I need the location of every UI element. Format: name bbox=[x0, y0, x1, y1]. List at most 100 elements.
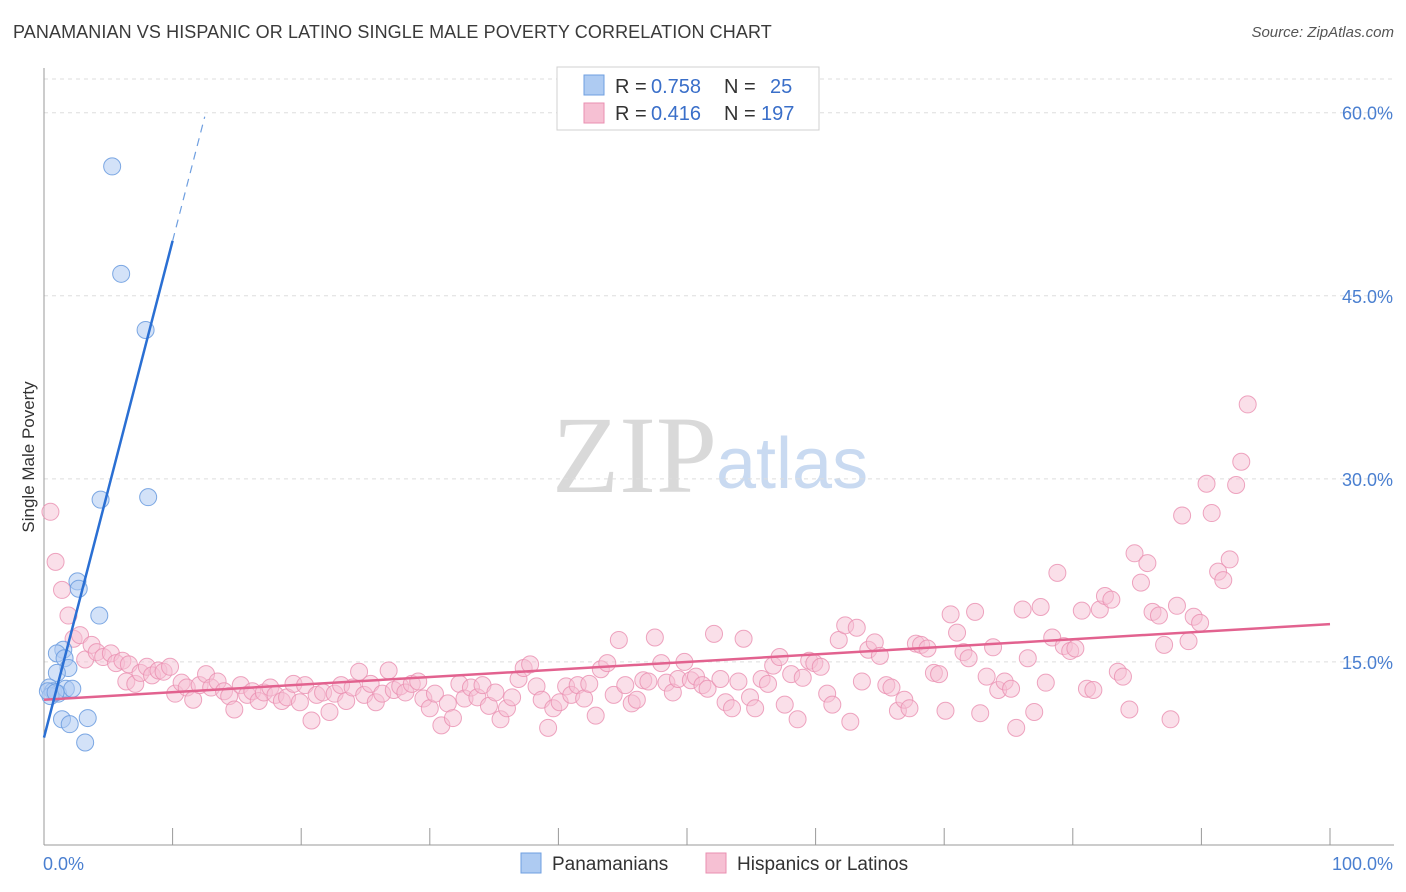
hispanic-point bbox=[1167, 596, 1186, 615]
hispanic-point bbox=[1149, 606, 1168, 625]
pink-legend-swatch bbox=[583, 102, 605, 124]
hispanic-point bbox=[539, 718, 558, 737]
y-tick-label: 30.0% bbox=[1342, 470, 1393, 490]
hispanic-point bbox=[1197, 474, 1216, 493]
hispanic-point bbox=[290, 693, 309, 712]
hispanic-point bbox=[521, 655, 540, 674]
chart-title: PANAMANIAN VS HISPANIC OR LATINO SINGLE … bbox=[13, 22, 772, 42]
hispanic-point bbox=[627, 690, 646, 709]
hispanic-point bbox=[941, 605, 960, 624]
hispanic-point bbox=[1048, 563, 1067, 582]
hispanic-point bbox=[746, 699, 765, 718]
hispanic-point bbox=[930, 665, 949, 684]
hispanic-point bbox=[503, 688, 522, 707]
hispanic-point bbox=[847, 618, 866, 637]
hispanic-point bbox=[1202, 504, 1221, 523]
y-tick-label: 45.0% bbox=[1342, 287, 1393, 307]
y-tick-label: 15.0% bbox=[1342, 653, 1393, 673]
hispanic-point bbox=[698, 679, 717, 698]
hispanic-point bbox=[1084, 681, 1103, 699]
hispanic-point bbox=[852, 672, 871, 691]
panamanian-point bbox=[60, 715, 79, 734]
hispanic-point bbox=[639, 672, 658, 691]
hispanic-point bbox=[1138, 554, 1157, 573]
hispanic-point bbox=[1007, 718, 1026, 737]
panamanian-point bbox=[139, 488, 158, 507]
hispanic-point bbox=[966, 602, 985, 621]
panamanian-regression-line bbox=[42, 240, 174, 738]
hispanic-point bbox=[443, 709, 462, 728]
hispanic-point bbox=[616, 676, 635, 695]
regression-lines bbox=[42, 116, 1331, 738]
panamanian-point bbox=[76, 733, 95, 752]
blue-n-value: 25 bbox=[770, 76, 792, 98]
blue-r-value: 0.758 bbox=[651, 76, 701, 98]
hispanic-point bbox=[41, 502, 60, 521]
hispanic-point bbox=[1161, 710, 1180, 729]
hispanic-point bbox=[1232, 452, 1251, 471]
hispanic-point bbox=[425, 684, 444, 703]
hispanic-point bbox=[486, 683, 505, 702]
hispanic-point bbox=[609, 630, 628, 649]
hispanic-point bbox=[320, 702, 339, 721]
hispanic-point bbox=[580, 674, 599, 693]
hispanic-point bbox=[734, 629, 753, 648]
hispanic-point bbox=[53, 580, 72, 599]
gridlines bbox=[44, 78, 1394, 663]
hispanic-point bbox=[302, 711, 321, 730]
series-legend: Panamanians Hispanics or Latinos bbox=[520, 852, 908, 875]
hispanic-point bbox=[1036, 673, 1055, 692]
blue-n-label: N = bbox=[724, 76, 756, 98]
hispanic-point bbox=[959, 649, 978, 668]
hispanic-point bbox=[1238, 395, 1257, 414]
hispanic-point bbox=[1072, 601, 1091, 620]
panamanian-point bbox=[63, 679, 82, 698]
hispanic-point bbox=[900, 699, 919, 718]
hispanic-point bbox=[1025, 702, 1044, 721]
hispanic-point bbox=[793, 668, 812, 687]
hispanic-point bbox=[977, 667, 996, 686]
hispanic-point bbox=[1113, 667, 1132, 686]
hispanic-point bbox=[841, 712, 860, 731]
x-tick-label: 0.0% bbox=[43, 854, 84, 874]
y-tick-label: 60.0% bbox=[1342, 104, 1393, 124]
hispanic-point bbox=[1066, 639, 1085, 658]
hispanic-point bbox=[379, 661, 398, 680]
hispanic-point bbox=[1102, 590, 1121, 609]
hispanic-point bbox=[729, 672, 748, 691]
hispanic-point bbox=[1227, 475, 1246, 494]
hispanic-point bbox=[1120, 700, 1139, 719]
hispanic-point bbox=[1179, 632, 1198, 651]
blue-legend-swatch bbox=[583, 74, 605, 96]
tick-labels: 15.0% 30.0% 45.0% 60.0% 0.0% 100.0% bbox=[43, 104, 1393, 874]
hispanic-point bbox=[711, 670, 730, 689]
blue-r-label: R = bbox=[615, 76, 647, 98]
y-axis-title: Single Male Poverty bbox=[19, 381, 38, 533]
watermark-atlas: atlas bbox=[716, 424, 868, 504]
hispanic-point bbox=[161, 657, 180, 676]
hispanic-point bbox=[1031, 598, 1050, 617]
hispanic-point bbox=[936, 701, 955, 720]
hispanic-point bbox=[1191, 613, 1210, 632]
pink-n-value: 197 bbox=[761, 103, 794, 125]
hispanic-point bbox=[59, 606, 78, 625]
hispanic-point bbox=[1173, 506, 1192, 525]
hispanic-point bbox=[1220, 550, 1239, 569]
hispanic-point bbox=[1131, 573, 1150, 592]
hispanic-point bbox=[811, 657, 830, 676]
pink-n-label: N = bbox=[724, 103, 756, 125]
hispanic-point bbox=[971, 704, 990, 723]
hispanics-legend-label: Hispanics or Latinos bbox=[737, 854, 908, 875]
source-label: Source: ZipAtlas.com bbox=[1251, 24, 1394, 41]
hispanic-point bbox=[882, 678, 901, 697]
hispanic-point bbox=[759, 674, 778, 693]
hispanic-point bbox=[948, 623, 967, 642]
watermark-zip: ZIP bbox=[552, 394, 717, 516]
hispanic-point bbox=[984, 638, 1003, 657]
hispanic-point bbox=[46, 552, 65, 571]
panamanian-regression-extension bbox=[172, 116, 206, 242]
hispanic-point bbox=[1002, 679, 1021, 698]
panamanian-point bbox=[103, 157, 122, 176]
hispanic-point bbox=[225, 700, 244, 719]
